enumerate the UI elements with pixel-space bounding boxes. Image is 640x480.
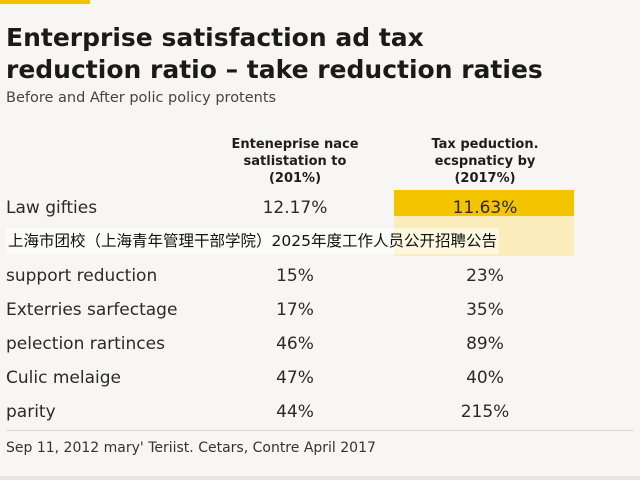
footer-divider bbox=[6, 430, 634, 431]
table-row: Culic melaige 47% 40% bbox=[0, 363, 600, 393]
value-after: 35% bbox=[466, 300, 504, 320]
value-before: 15% bbox=[276, 266, 314, 286]
overlay-banner-text: 上海市团校（上海青年管理干部学院）2025年度工作人员公开招聘公告 bbox=[6, 228, 499, 254]
row-label: Law gifties bbox=[6, 198, 98, 218]
top-accent-bar bbox=[0, 0, 90, 4]
row-label: pelection rartinces bbox=[6, 334, 165, 354]
bottom-edge bbox=[0, 476, 640, 480]
column-header-after: Tax peduction. ecspnaticy by (2017%) bbox=[431, 137, 539, 186]
highlight-cell bbox=[394, 190, 574, 216]
value-after: 23% bbox=[466, 266, 504, 286]
column-header-before: Enteneprise nace satlistation to (201%) bbox=[231, 137, 359, 186]
row-label: Exterries sarfectage bbox=[6, 300, 178, 320]
value-before: 46% bbox=[276, 334, 314, 354]
row-label: parity bbox=[6, 402, 56, 422]
value-before: 17% bbox=[276, 300, 314, 320]
value-before: 44% bbox=[276, 402, 314, 422]
value-before: 47% bbox=[276, 368, 314, 388]
value-after: 11.63% bbox=[452, 198, 518, 218]
chart-title: Enterprise satisfaction ad tax reduction… bbox=[6, 23, 543, 84]
value-after: 40% bbox=[466, 368, 504, 388]
source-footer: Sep 11, 2012 mary' Teriist. Cetars, Cont… bbox=[6, 440, 376, 456]
table-row: pelection rartinces 46% 89% bbox=[0, 329, 600, 359]
table-row: Exterries sarfectage 17% 35% bbox=[0, 295, 600, 325]
row-label: support reduction bbox=[6, 266, 158, 286]
value-after: 89% bbox=[466, 334, 504, 354]
value-after: 215% bbox=[460, 402, 510, 422]
table-row: support reduction 15% 23% bbox=[0, 261, 600, 291]
row-label: Culic melaige bbox=[6, 368, 121, 388]
table-row: Law gifties 12.17% 11.63% bbox=[0, 193, 600, 223]
table-row: parity 44% 215% bbox=[0, 397, 600, 427]
chart-subtitle: Before and After polic policy protents bbox=[6, 90, 277, 106]
value-before: 12.17% bbox=[262, 198, 328, 218]
